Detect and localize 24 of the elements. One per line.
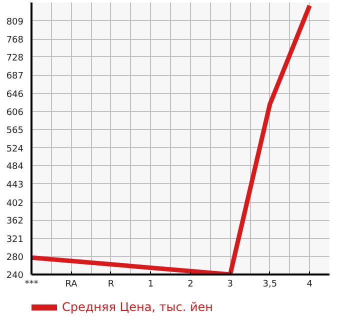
- y-tick-label: 606: [6, 108, 24, 118]
- x-tick-label: R: [108, 280, 114, 290]
- x-tick-label: 2: [188, 280, 194, 290]
- y-tick-label: 402: [6, 198, 24, 209]
- x-tick-label: 4: [306, 280, 313, 290]
- y-tick-label: 321: [6, 234, 24, 245]
- y-tick-label: 728: [6, 53, 24, 64]
- y-tick-label: 524: [6, 144, 24, 154]
- y-tick-label: 240: [6, 271, 24, 281]
- y-tick-label: 809: [6, 17, 24, 28]
- x-tick-label: 3: [227, 280, 234, 290]
- y-tick-label: 280: [6, 253, 24, 264]
- y-tick-label: 646: [6, 90, 24, 100]
- y-tick-label: 687: [6, 72, 24, 82]
- y-tick-label: 443: [6, 180, 24, 190]
- y-tick-label: 768: [6, 36, 24, 46]
- y-tick-label: 484: [6, 162, 24, 172]
- x-tick-label: ***: [24, 280, 39, 290]
- legend-label: Средняя Цена, тыс. йен: [62, 300, 214, 314]
- x-tick-label: RA: [65, 280, 78, 290]
- y-tick-label: 565: [6, 126, 24, 136]
- x-tick-label: 1: [148, 280, 154, 290]
- x-tick-label: 3,5: [262, 280, 278, 290]
- y-tick-label: 362: [6, 216, 24, 227]
